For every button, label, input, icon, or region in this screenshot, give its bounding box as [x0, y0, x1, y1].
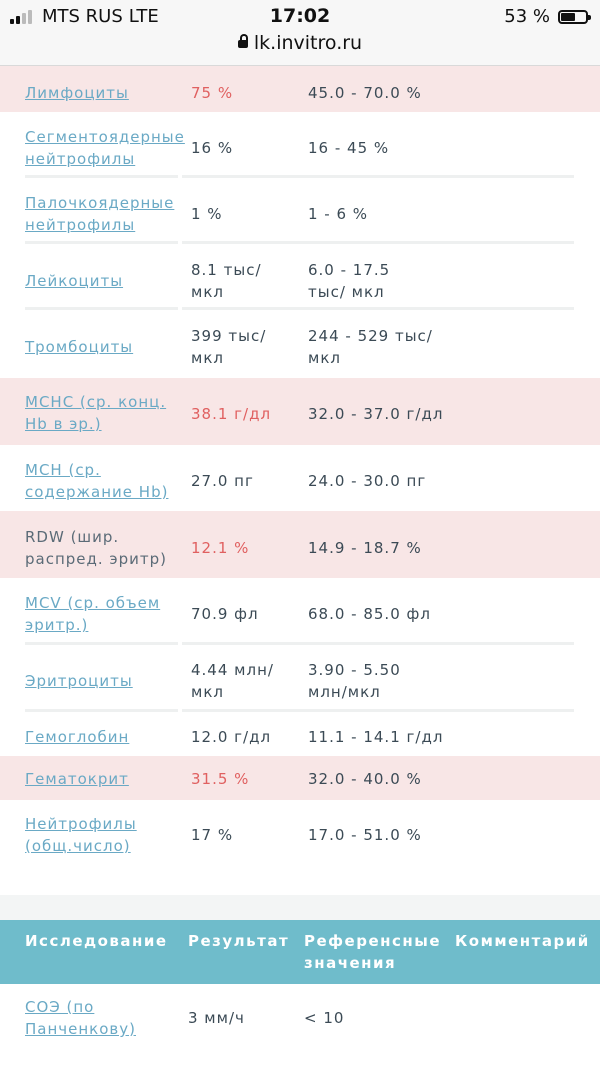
test-name-link[interactable]: Лейкоциты [25, 272, 124, 290]
reference-range: 68.0 - 85.0 фл [308, 605, 431, 623]
row-divider [25, 241, 574, 244]
battery-icon [558, 9, 591, 24]
reference-range: < 10 [304, 1009, 345, 1027]
result-value: 4.44 млн/ мкл [191, 661, 274, 701]
table-row: Нейтрофилы (общ.число) 17 % 17.0 - 51.0 … [0, 800, 600, 870]
row-divider [25, 175, 574, 178]
test-name-link[interactable]: Палочкоядерные нейтрофилы [25, 194, 175, 234]
address-bar[interactable]: lk.invitro.ru [0, 32, 600, 54]
test-name-link[interactable]: СОЭ (по Панченкову) [25, 998, 136, 1038]
test-name: RDW (шир. распред. эритр) [25, 528, 168, 568]
section-divider [0, 895, 600, 920]
header-result: Результат [188, 932, 290, 950]
result-value: 31.5 % [191, 770, 250, 788]
reference-range: 3.90 - 5.50 млн/мкл [308, 661, 401, 701]
test-name-link[interactable]: Тромбоциты [25, 338, 134, 356]
row-divider [25, 307, 574, 310]
table-row: Тромбоциты 399 тыс/ мкл 244 - 529 тыс/ м… [0, 310, 600, 378]
lock-icon [237, 34, 248, 48]
carrier-group: MTS RUS LTE [10, 6, 159, 27]
reference-range: 45.0 - 70.0 % [308, 84, 422, 102]
result-value: 16 % [191, 139, 234, 157]
table-row: MCV (ср. объем эритр.) 70.9 фл 68.0 - 85… [0, 578, 600, 645]
row-divider [25, 709, 574, 712]
result-value: 1 % [191, 205, 223, 223]
table-row: RDW (шир. распред. эритр) 12.1 % 14.9 - … [0, 511, 600, 578]
result-value: 12.1 % [191, 539, 250, 557]
test-name-link[interactable]: Гемоглобин [25, 728, 130, 746]
result-value: 8.1 тыс/ мкл [191, 261, 262, 301]
result-value: 17 % [191, 826, 234, 844]
browser-status-bar: MTS RUS LTE 17:02 53 % lk.invitro.ru [0, 0, 600, 66]
result-value: 12.0 г/дл [191, 728, 272, 746]
reference-range: 6.0 - 17.5 тыс/ мкл [308, 261, 391, 301]
table-row: Гемоглобин 12.0 г/дл 11.1 - 14.1 г/дл [0, 712, 600, 756]
test-name-link[interactable]: Эритроциты [25, 672, 133, 690]
clock: 17:02 [269, 5, 331, 27]
row-divider [25, 642, 574, 645]
header-study: Исследование [25, 932, 168, 950]
reference-range: 17.0 - 51.0 % [308, 826, 422, 844]
network-type: LTE [128, 6, 159, 27]
address-url: lk.invitro.ru [253, 32, 363, 54]
reference-range: 14.9 - 18.7 % [308, 539, 422, 557]
table-row: Лимфоциты 75 % 45.0 - 70.0 % [0, 66, 600, 112]
test-name-link[interactable]: MCHC (ср. конц. Hb в эр.) [25, 393, 167, 433]
test-name-link[interactable]: MCH (ср. содержание Hb) [25, 461, 169, 501]
result-value: 3 мм/ч [188, 1009, 245, 1027]
test-name-link[interactable]: Нейтрофилы (общ.число) [25, 815, 137, 855]
carrier-name: MTS RUS [42, 6, 123, 27]
header-reference: Референсные значения [304, 932, 441, 972]
result-value: 399 тыс/ мкл [191, 327, 267, 367]
reference-range: 244 - 529 тыс/ мкл [308, 327, 433, 367]
result-value: 38.1 г/дл [191, 405, 272, 423]
table-header: Исследование Результат Референсные значе… [0, 920, 600, 984]
table-row: Гематокрит 31.5 % 32.0 - 40.0 % [0, 756, 600, 800]
battery-group: 53 % [504, 6, 591, 27]
reference-range: 32.0 - 40.0 % [308, 770, 422, 788]
reference-range: 16 - 45 % [308, 139, 390, 157]
test-name-link[interactable]: MCV (ср. объем эритр.) [25, 594, 161, 634]
result-value: 27.0 пг [191, 472, 254, 490]
table-row: Палочкоядерные нейтрофилы 1 % 1 - 6 % [0, 178, 600, 244]
header-comment: Комментарий [455, 932, 590, 950]
signal-strength-icon [10, 9, 32, 24]
table-row: MCH (ср. содержание Hb) 27.0 пг 24.0 - 3… [0, 445, 600, 511]
test-name-link[interactable]: Сегментоядерные нейтрофилы [25, 128, 185, 168]
reference-range: 11.1 - 14.1 г/дл [308, 728, 444, 746]
result-value: 75 % [191, 84, 234, 102]
test-name-link[interactable]: Лимфоциты [25, 84, 129, 102]
result-value: 70.9 фл [191, 605, 259, 623]
table-row: MCHC (ср. конц. Hb в эр.) 38.1 г/дл 32.0… [0, 378, 600, 445]
table-row: СОЭ (по Панченкову) 3 мм/ч < 10 [0, 984, 600, 1066]
reference-range: 24.0 - 30.0 пг [308, 472, 427, 490]
battery-percent: 53 % [504, 6, 550, 27]
table-row: Сегментоядерные нейтрофилы 16 % 16 - 45 … [0, 112, 600, 178]
reference-range: 32.0 - 37.0 г/дл [308, 405, 444, 423]
test-name-link[interactable]: Гематокрит [25, 770, 129, 788]
table-row: Лейкоциты 8.1 тыс/ мкл 6.0 - 17.5 тыс/ м… [0, 244, 600, 310]
table-row: Эритроциты 4.44 млн/ мкл 3.90 - 5.50 млн… [0, 645, 600, 712]
reference-range: 1 - 6 % [308, 205, 369, 223]
